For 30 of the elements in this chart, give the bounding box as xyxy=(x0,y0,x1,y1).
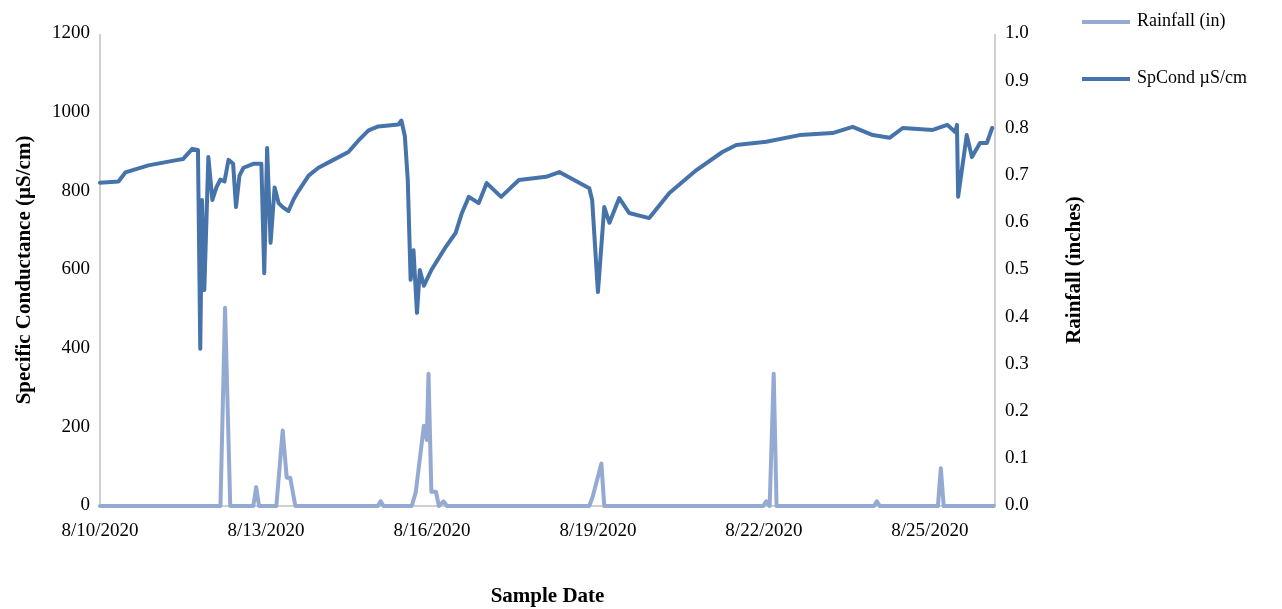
x-tick-label: 8/13/2020 xyxy=(227,519,305,540)
legend-label: SpCond µS/cm xyxy=(1137,67,1247,88)
x-tick-label: 8/10/2020 xyxy=(61,519,139,540)
y-tick-label: 0 xyxy=(80,493,90,515)
y2-tick-label: 0.5 xyxy=(1005,257,1029,279)
y2-tick-label: 0.6 xyxy=(1005,210,1029,232)
y-tick-label: 600 xyxy=(61,257,90,279)
legend-label: Rainfall (in) xyxy=(1137,10,1226,32)
y-axis-title: Specific Conductance (µS/cm) xyxy=(11,135,35,405)
x-tick-label: 8/22/2020 xyxy=(725,519,803,540)
y2-tick-label: 0.7 xyxy=(1005,162,1029,184)
y2-axis-title: Rainfall (inches) xyxy=(1061,196,1085,344)
y2-tick-label: 0.1 xyxy=(1005,446,1029,468)
y2-tick-label: 0.4 xyxy=(1005,304,1030,326)
y2-tick-label: 0.0 xyxy=(1005,493,1029,515)
y-tick-label: 800 xyxy=(61,178,90,200)
x-tick-label: 8/25/2020 xyxy=(891,519,969,540)
x-tick-label: 8/19/2020 xyxy=(559,519,637,540)
y-tick-label: 1000 xyxy=(52,100,90,122)
line-series xyxy=(98,118,995,351)
y2-tick-label: 0.8 xyxy=(1005,115,1029,137)
x-tick-label: 8/16/2020 xyxy=(393,519,471,540)
x-axis-title: Sample Date xyxy=(490,583,605,607)
y-tick-label: 400 xyxy=(61,336,90,358)
y2-tick-label: 1.0 xyxy=(1005,21,1029,43)
y2-tick-label: 0.9 xyxy=(1005,68,1029,90)
y-tick-label: 1200 xyxy=(52,21,90,43)
y2-tick-label: 0.2 xyxy=(1005,398,1029,420)
y-tick-label: 200 xyxy=(61,414,90,436)
y2-tick-label: 0.3 xyxy=(1005,351,1029,373)
